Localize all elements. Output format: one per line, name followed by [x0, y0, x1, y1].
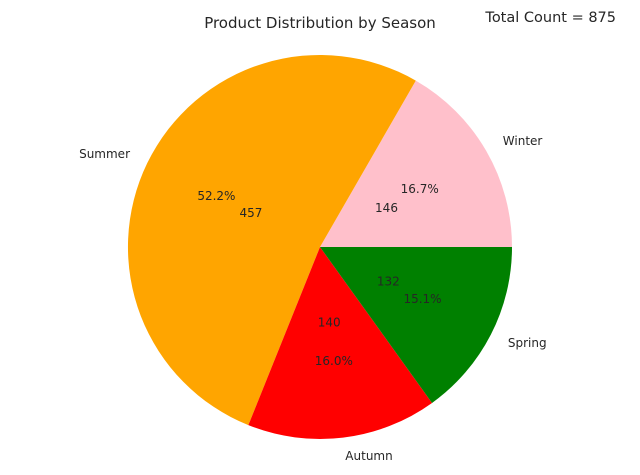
pie-slice-autumn: [248, 247, 433, 439]
count-label-autumn: 140: [318, 316, 341, 330]
percent-label-spring: 15.1%: [403, 292, 441, 306]
count-label-winter: 146: [375, 201, 398, 215]
slice-label-winter: Winter: [503, 134, 543, 148]
count-label-summer: 457: [239, 206, 262, 220]
chart-title: Product Distribution by Season: [204, 14, 436, 32]
slice-label-autumn: Autumn: [345, 449, 392, 463]
percent-label-autumn: 16.0%: [315, 354, 353, 368]
total-count-annotation: Total Count = 875: [484, 10, 616, 26]
slice-label-summer: Summer: [79, 147, 130, 161]
percent-label-winter: 16.7%: [401, 182, 439, 196]
count-label-spring: 132: [377, 275, 400, 289]
pie-slice-winter: [320, 80, 512, 247]
percent-label-summer: 52.2%: [197, 189, 235, 203]
pie-slice-summer: [127, 54, 416, 426]
pie-slice-spring: [320, 247, 512, 403]
slice-label-spring: Spring: [508, 336, 547, 350]
